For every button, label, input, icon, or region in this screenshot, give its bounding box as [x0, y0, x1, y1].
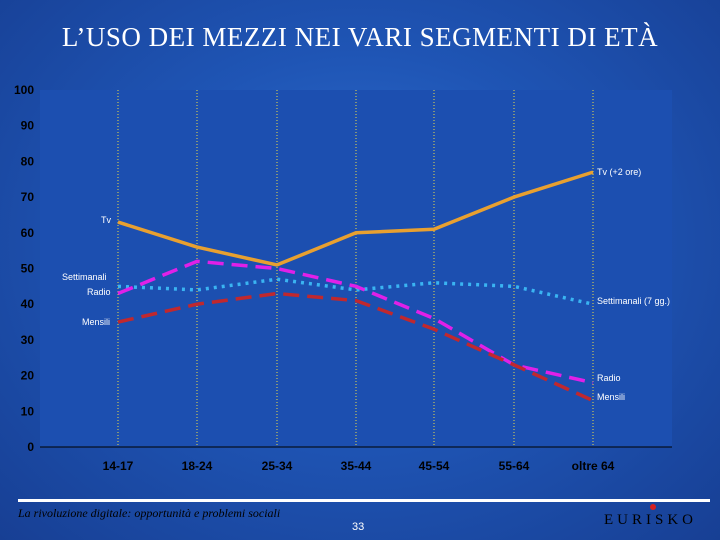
footer-caption: La rivoluzione digitale: opportunità e p… — [18, 506, 281, 520]
y-tick-label: 100 — [14, 83, 34, 97]
start-label-tv: Tv — [101, 215, 111, 225]
y-tick-label: 50 — [21, 262, 35, 276]
y-tick-label: 90 — [21, 119, 35, 133]
footer-divider — [18, 499, 710, 502]
series-line-mensili — [117, 291, 594, 403]
y-tick-label: 80 — [21, 154, 35, 168]
x-axis-ticks: 14-17 18-24 25-34 35-44 45-54 55-64 oltre 64 — [103, 459, 615, 473]
end-label-radio: Radio — [597, 373, 621, 383]
x-tick-label: 35-44 — [341, 459, 372, 473]
start-label-radio: Radio — [87, 287, 111, 297]
slide-title: L’USO DEI MEZZI NEI VARI SEGMENTI DI ETÀ — [61, 22, 659, 52]
eurisko-logo: EURISKO — [604, 512, 698, 528]
x-tick-label: 14-17 — [103, 459, 134, 473]
y-tick-label: 60 — [21, 226, 35, 240]
x-tick-label: oltre 64 — [572, 459, 615, 473]
y-tick-label: 0 — [27, 440, 34, 454]
end-label-mensili: Mensili — [597, 392, 625, 402]
end-label-tv: Tv (+2 ore) — [597, 167, 641, 177]
start-label-mensili: Mensili — [82, 317, 110, 327]
grid-lines — [117, 90, 594, 447]
start-label-settimanali: Settimanali — [62, 272, 107, 282]
x-tick-label: 18-24 — [182, 459, 213, 473]
x-tick-label: 55-64 — [499, 459, 530, 473]
y-tick-label: 70 — [21, 190, 35, 204]
end-label-settimanali: Settimanali (7 gg.) — [597, 296, 670, 306]
y-tick-label: 20 — [21, 369, 35, 383]
series-line-tv — [117, 170, 594, 267]
x-tick-label: 25-34 — [262, 459, 293, 473]
page-number: 33 — [352, 521, 365, 533]
y-axis-ticks: 0 10 20 30 40 50 60 70 80 90 100 — [14, 83, 34, 454]
y-tick-label: 40 — [21, 297, 35, 311]
series-labels: Tv Settimanali Radio Mensili Tv (+2 ore) Sett… — [62, 167, 670, 402]
series-lines — [117, 170, 594, 403]
y-tick-label: 30 — [21, 333, 35, 347]
x-tick-label: 45-54 — [419, 459, 450, 473]
logo-dot-icon — [650, 504, 656, 510]
y-tick-label: 10 — [21, 404, 35, 418]
